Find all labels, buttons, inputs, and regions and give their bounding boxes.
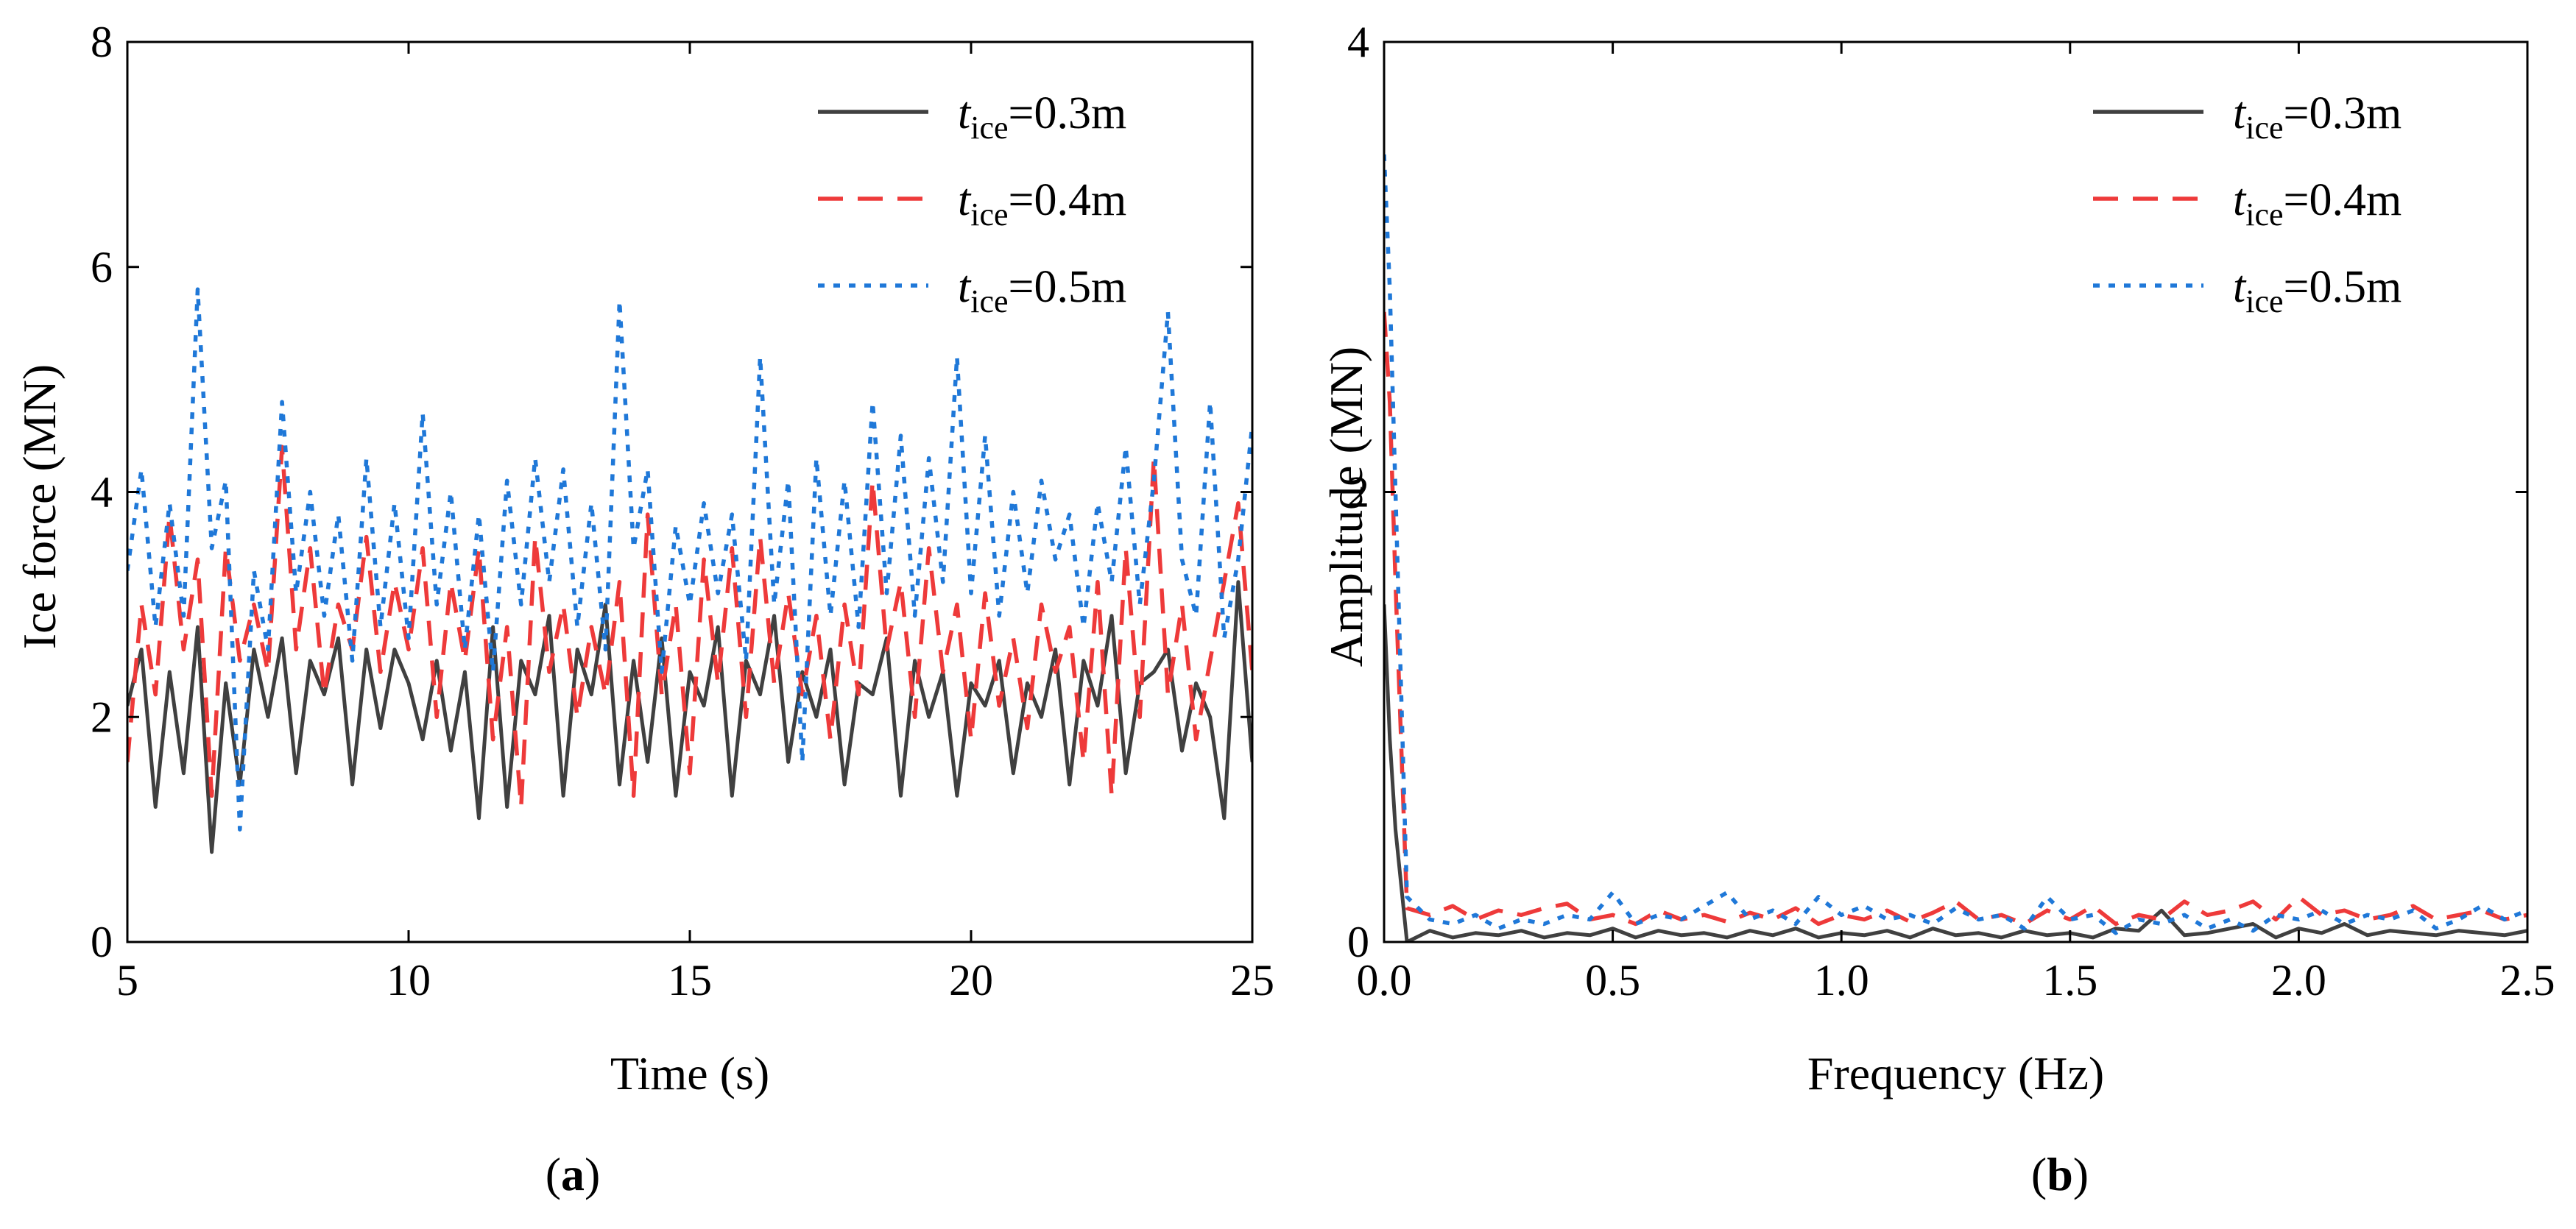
y-tick-label: 2 [91,693,113,741]
y-tick-label: 8 [91,18,113,66]
x-tick-label: 15 [668,956,712,1005]
legend-label: tice=0.4m [2233,175,2402,233]
x-tick-label: 25 [1230,956,1274,1005]
series-line-t-ice-0-4m [1384,311,2527,927]
legend: tice=0.3m tice=0.4m tice=0.5m [818,88,1126,319]
x-tick-label: 0.5 [1585,956,1640,1005]
series-line-t-ice-0-5m [127,287,1252,832]
y-axis-label: Ice force (MN) [13,364,66,649]
legend: tice=0.3m tice=0.4m tice=0.5m [2093,88,2402,319]
legend-label: tice=0.3m [2233,88,2402,146]
x-tick-label: 5 [116,956,138,1005]
x-tick-label: 10 [387,956,431,1005]
y-tick-label: 4 [1347,18,1369,66]
legend-label: tice=0.4m [958,175,1126,233]
y-axis-label: Amplitude (MN) [1320,347,1372,667]
x-tick-label: 2.5 [2500,956,2555,1005]
legend-label: tice=0.5m [2233,262,2402,319]
panel-b: 0.0 0.5 1.0 1.5 2.0 2.5 0 2 4 Frequency (Hz) Ampli… [1320,18,2555,1200]
panel-label: (b) [2031,1148,2089,1200]
x-axis-label: Time (s) [610,1047,769,1099]
legend-label: tice=0.3m [958,88,1126,146]
y-tick-label: 6 [91,243,113,291]
x-tick-label: 0.0 [1357,956,1412,1005]
panel-label: (a) [546,1148,601,1200]
x-axis-label: Frequency (Hz) [1807,1047,2104,1099]
panel-a: 5 10 15 20 25 0 2 4 6 8 Time (s) Ice force (MN) tice… [13,18,1274,1200]
x-tick-label: 2.0 [2271,956,2326,1005]
y-tick-label: 0 [91,918,113,966]
x-tick-label: 1.0 [1814,956,1869,1005]
y-tick-label: 0 [1347,918,1369,966]
y-tick-label: 2 [1347,468,1369,517]
x-tick-label: 1.5 [2042,956,2097,1005]
series-line-t-ice-0-3m [127,580,1252,854]
series-line-t-ice-0-4m [127,445,1252,810]
legend-label: tice=0.5m [958,262,1126,319]
series-line-t-ice-0-3m [1384,604,2527,942]
x-tick-label: 20 [949,956,993,1005]
y-tick-label: 4 [91,468,113,517]
